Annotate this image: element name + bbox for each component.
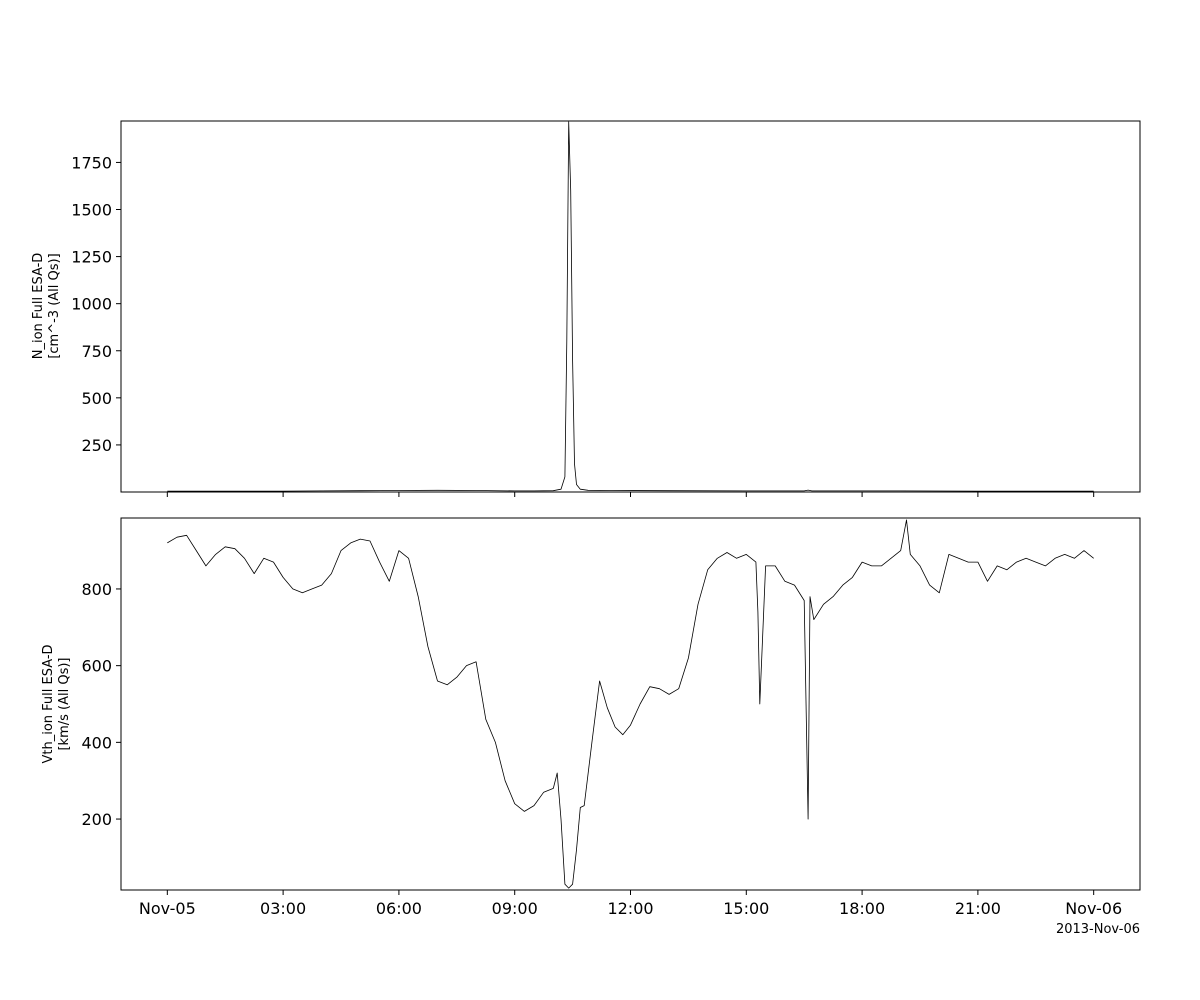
x-tick-labels: Nov-05 03:00 06:00 09:00 12:00 15:00 18:00 21:0… [139, 899, 1122, 918]
velocity-y-tick-label: 400 [81, 733, 112, 752]
density-y-ticks: 250 500 750 1000 1250 1500 1750 [71, 153, 121, 455]
velocity-plot-frame [120, 517, 1141, 891]
x-tick-label: Nov-06 [1065, 899, 1122, 918]
velocity-y-ticks: 200 400 600 800 [81, 580, 121, 829]
density-y-tick-label: 1000 [71, 295, 112, 314]
density-y-tick-label: 750 [81, 342, 112, 361]
velocity-y-label-line1: Vth_ion Full ESA-D [41, 644, 56, 763]
velocity-series-line [167, 519, 1094, 889]
velocity-y-tick-label: 200 [81, 810, 112, 829]
density-x-ticks [166, 492, 1095, 497]
velocity-x-ticks [166, 890, 1095, 895]
velocity-y-tick-label: 600 [81, 657, 112, 676]
density-series [167, 121, 1094, 492]
density-y-label-line2: [cm^-3 (All Qs)] [47, 253, 62, 358]
x-tick-label: 09:00 [492, 899, 538, 918]
x-tick-label: 03:00 [260, 899, 306, 918]
x-tick-label: 21:00 [955, 899, 1001, 918]
density-y-tick-label: 1750 [71, 153, 112, 172]
thermal-velocity-panel: 200 400 600 800 Vth_ion Full ESA-D [km/s (A… [41, 517, 1141, 895]
density-y-tick-label: 250 [81, 436, 112, 455]
density-y-tick-label: 1500 [71, 201, 112, 220]
density-plot-frame [120, 120, 1141, 493]
density-y-tick-label: 1250 [71, 248, 112, 267]
date-label: 2013-Nov-06 [1056, 922, 1140, 937]
x-tick-label: 12:00 [607, 899, 653, 918]
velocity-y-tick-label: 800 [81, 580, 112, 599]
velocity-y-label-line2: [km/s (All Qs)] [57, 657, 72, 750]
x-tick-label: 06:00 [376, 899, 422, 918]
velocity-series [167, 519, 1094, 889]
x-tick-label: Nov-05 [139, 899, 196, 918]
density-series-line [167, 121, 1094, 492]
x-tick-label: 15:00 [723, 899, 769, 918]
density-panel: 250 500 750 1000 1250 1500 1750 N_ion Full ESA… [31, 120, 1141, 497]
x-tick-label: 18:00 [839, 899, 885, 918]
density-y-label-line1: N_ion Full ESA-D [31, 253, 46, 360]
density-y-tick-label: 500 [81, 389, 112, 408]
